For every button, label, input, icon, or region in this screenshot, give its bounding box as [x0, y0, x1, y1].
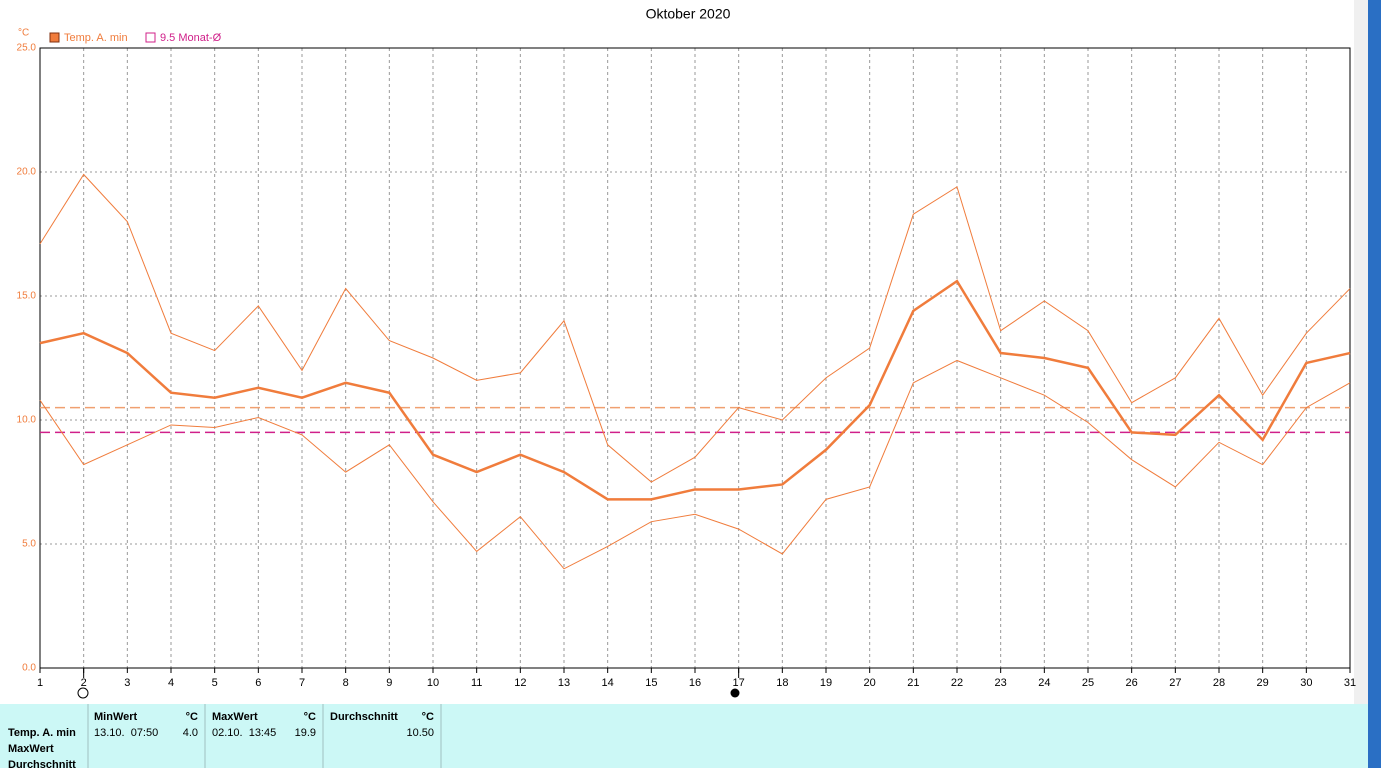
legend-swatch	[49, 32, 60, 43]
x-tick-label: 12	[514, 677, 526, 689]
x-tick-label: 16	[689, 677, 701, 689]
y-unit: °C	[18, 28, 29, 39]
x-tick-label: 11	[471, 677, 482, 689]
table-header: °C	[186, 711, 198, 723]
table-cell: 19.9	[295, 727, 316, 739]
chart-title: Oktober 2020	[646, 6, 731, 22]
x-tick-label: 14	[602, 677, 614, 689]
x-tick-label: 10	[427, 677, 439, 689]
x-tick-label: 30	[1300, 677, 1312, 689]
x-tick-label: 4	[168, 677, 174, 689]
legend-label: 9.5 Monat-Ø	[160, 32, 222, 44]
table-header: MinWert	[94, 711, 138, 723]
y-tick-label: 25.0	[17, 43, 37, 54]
x-tick-label: 24	[1038, 677, 1050, 689]
table-lines	[87, 704, 442, 768]
line	[39, 279, 1351, 501]
table-bg	[0, 704, 1368, 768]
x-tick-label: 19	[820, 677, 832, 689]
x-tick-label: 29	[1257, 677, 1269, 689]
moon-icon	[730, 688, 740, 698]
table-cell: 4.0	[183, 727, 198, 739]
line	[39, 173, 1351, 483]
x-tick-label: 18	[776, 677, 788, 689]
y-tick-label: 20.0	[17, 167, 37, 178]
y-tick-label: 0.0	[22, 663, 36, 674]
table-cell: 13.10. 07:50	[94, 727, 158, 739]
table-header: MaxWert	[212, 711, 258, 723]
line	[39, 359, 1351, 570]
x-tick-label: 23	[995, 677, 1007, 689]
row-label: Durchschnitt	[8, 759, 76, 768]
row-label: MaxWert	[8, 743, 54, 755]
x-tick-label: 28	[1213, 677, 1225, 689]
x-tick-label: 8	[343, 677, 349, 689]
window-edge	[1354, 0, 1368, 704]
moon-icon	[77, 687, 89, 699]
x-tick-label: 22	[951, 677, 963, 689]
legend-swatch	[145, 32, 156, 43]
x-tick-label: 13	[558, 677, 570, 689]
y-tick-label: 15.0	[17, 291, 37, 302]
table-header: °C	[304, 711, 316, 723]
row-label: Temp. A. min	[8, 727, 76, 739]
x-tick-label: 20	[864, 677, 876, 689]
table-cell: 10.50	[406, 727, 434, 739]
x-tick-label: 31	[1344, 677, 1356, 689]
x-tick-label: 15	[645, 677, 657, 689]
x-tick-label: 21	[907, 677, 919, 689]
x-tick-label: 3	[124, 677, 130, 689]
y-tick-label: 10.0	[17, 415, 37, 426]
table-header: Durchschnitt	[330, 711, 398, 723]
x-tick-label: 7	[299, 677, 305, 689]
desktop-strip	[1368, 0, 1381, 768]
x-tick-label: 26	[1126, 677, 1138, 689]
legend-label: Temp. A. min	[64, 32, 128, 44]
x-tick-label: 17	[733, 677, 745, 689]
x-tick-label: 5	[212, 677, 218, 689]
table-cell: 02.10. 13:45	[212, 727, 276, 739]
x-tick-label: 27	[1169, 677, 1181, 689]
x-tick-label: 1	[37, 677, 43, 689]
table-header: °C	[422, 711, 434, 723]
x-tick-label: 6	[255, 677, 261, 689]
y-tick-label: 5.0	[22, 539, 36, 550]
x-tick-label: 2	[81, 677, 87, 689]
plot-frame	[39, 47, 1351, 669]
x-tick-label: 9	[386, 677, 392, 689]
x-tick-label: 25	[1082, 677, 1094, 689]
